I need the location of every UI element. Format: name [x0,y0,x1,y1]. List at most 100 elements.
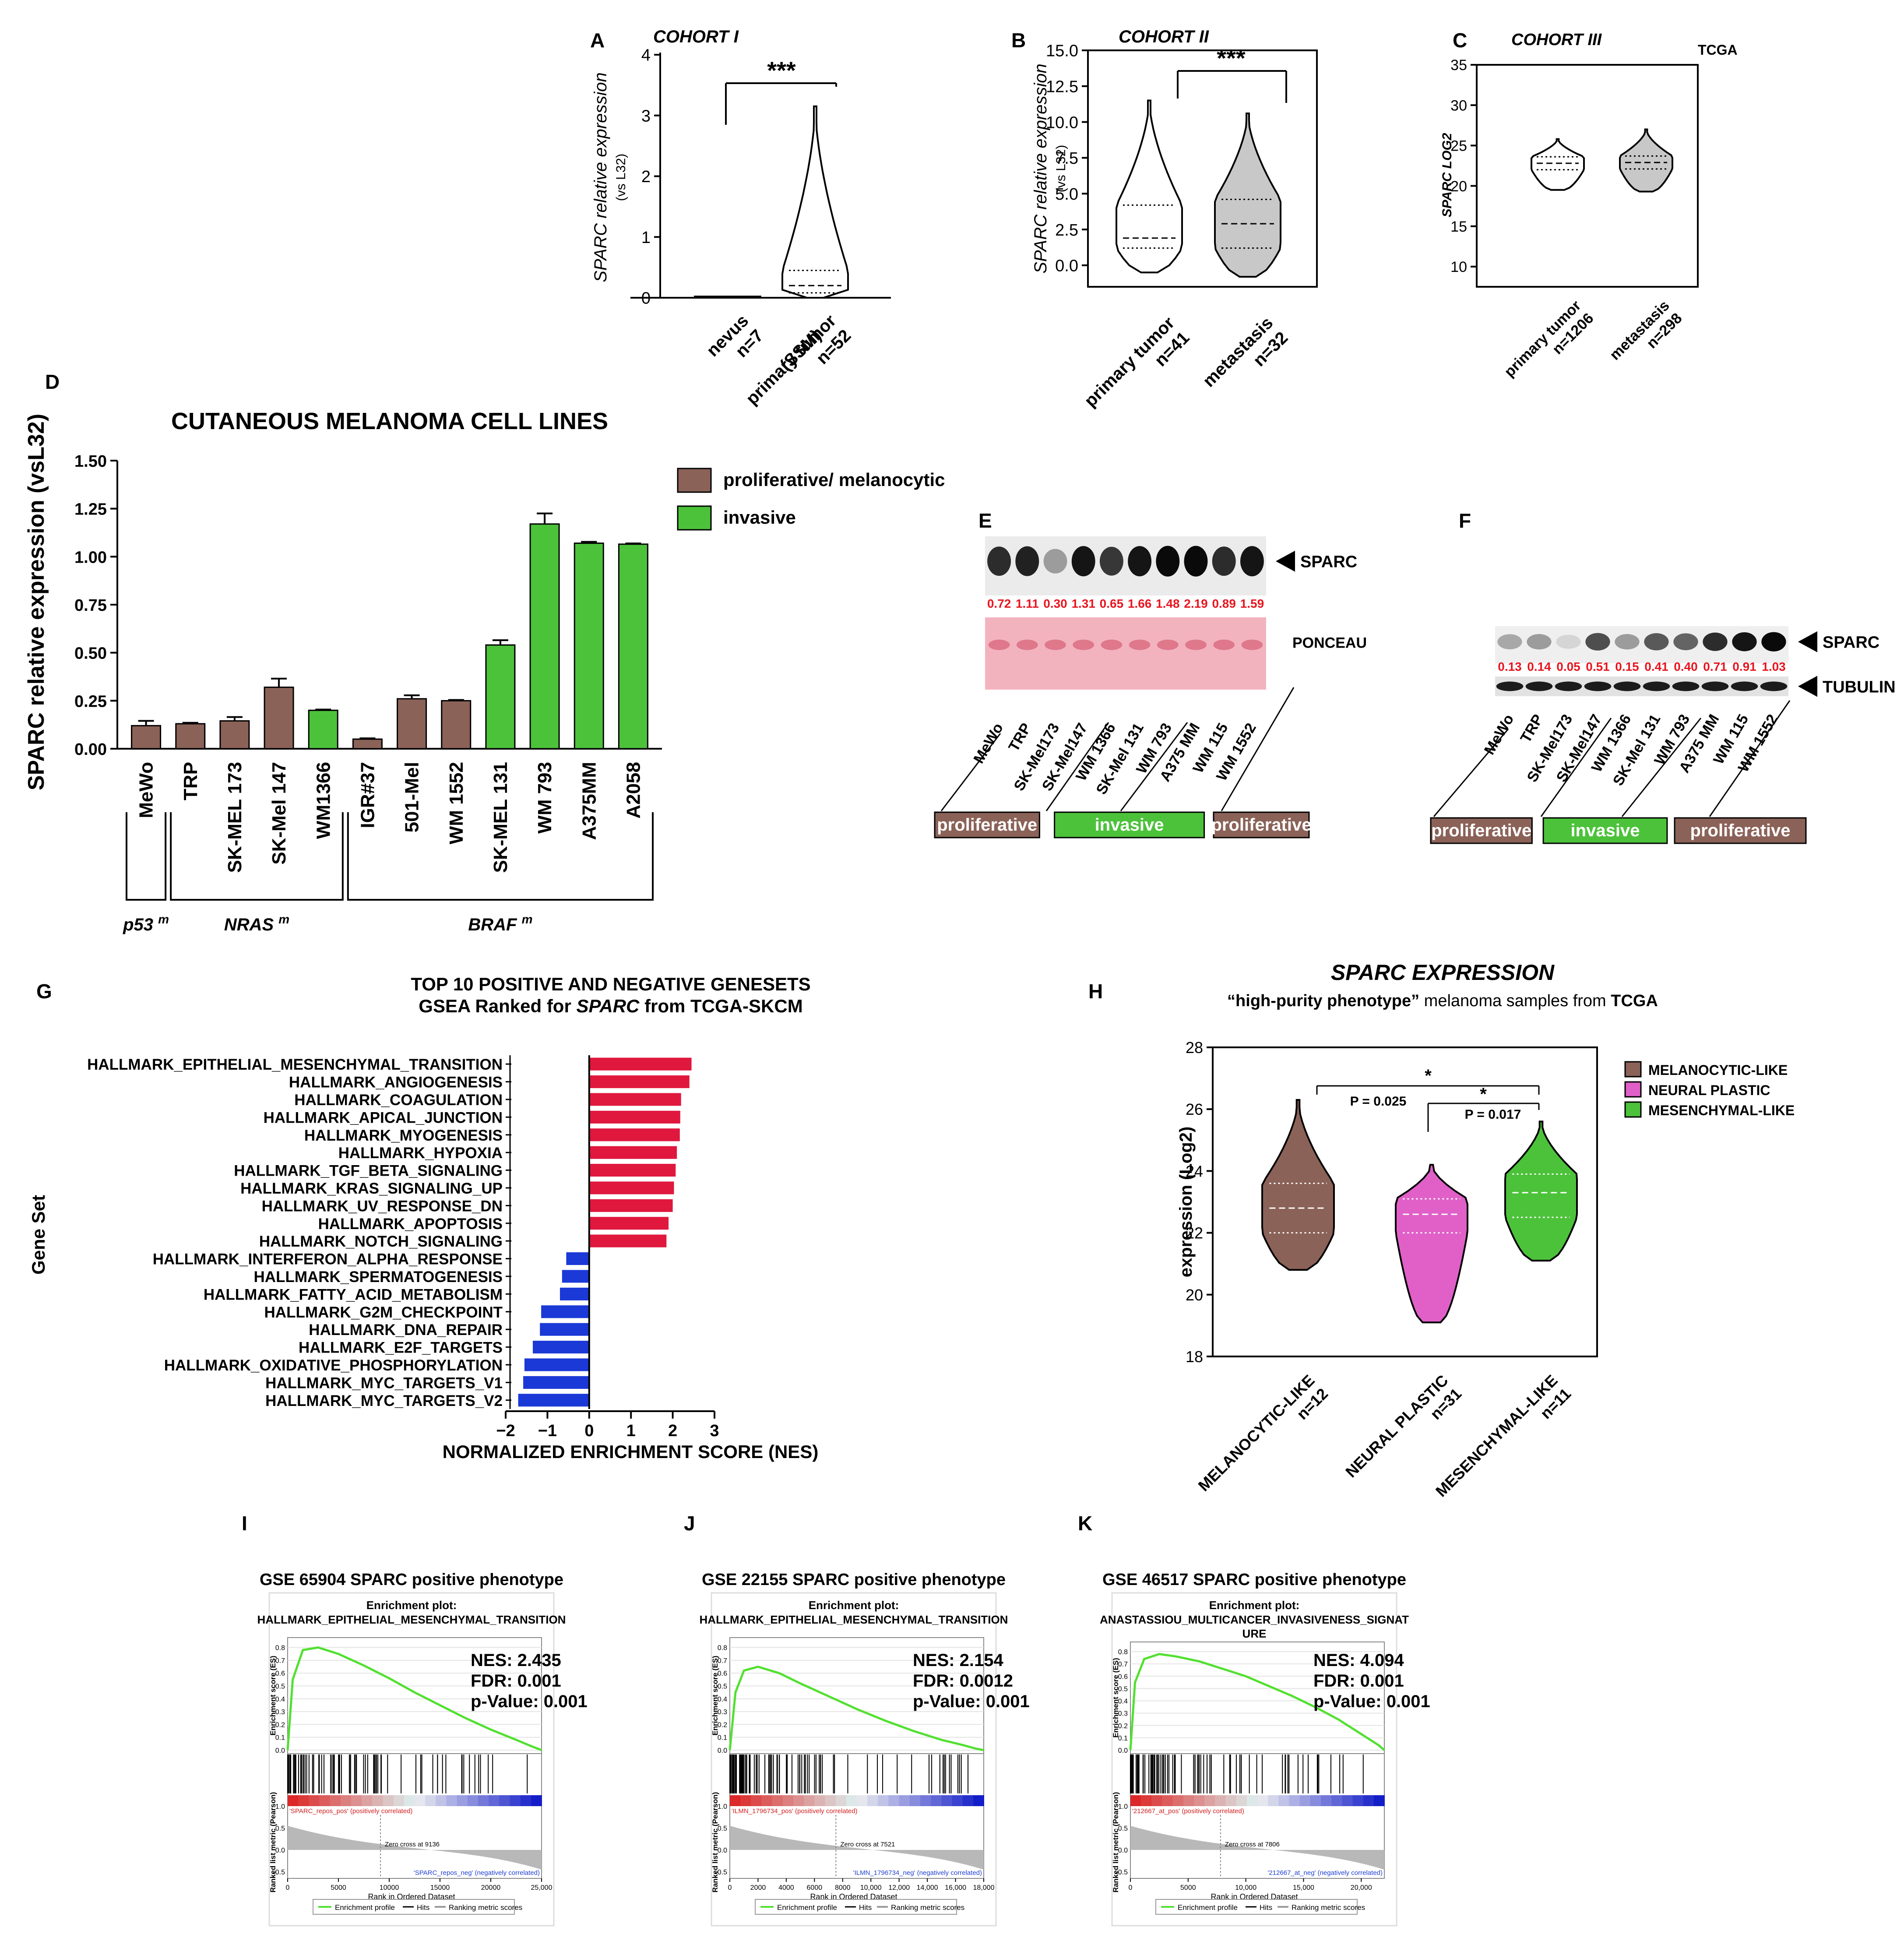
y-tick-label: 0.0 [275,1747,285,1754]
pos-label: '212667_at_pos' (positively correlated) [1132,1807,1244,1815]
y-tick-label: HALLMARK_OXIDATIVE_PHOSPHORYLATION [164,1357,503,1374]
nes-bar-12 [566,1252,589,1265]
bar-7 [397,698,427,750]
target-label: SPARC [1300,553,1357,571]
y-tick-label: 3 [641,107,651,125]
heat-segment [899,1795,910,1806]
group-box [1054,811,1205,838]
data-source-label: TCGA [1698,42,1738,58]
plot-subtitle: HALLMARK_EPITHELIAL_MESENCHYMAL_TRANSITI… [700,1613,1008,1626]
chart-k: GSE 46517 SPARC positive phenotype Enrich… [1100,1571,1430,1927]
y-axis-label-rank: Ranked list metric (Pearson) [711,1792,719,1893]
quant-label: 0.05 [1556,660,1580,673]
mutation-bracket [347,812,654,901]
blot-band [1015,546,1039,576]
quant-label: 1.31 [1071,597,1095,610]
legend-label: Enrichment profile [335,1903,395,1912]
ponceau-band [1129,639,1151,650]
nes-bar-17 [533,1341,589,1354]
legend-label: NEURAL PLASTIC [1648,1082,1770,1098]
heat-segment [319,1795,331,1806]
legend-label: Hits [859,1903,872,1912]
x-tick-label: 15,000 [1293,1884,1314,1892]
quant-label: 0.51 [1586,660,1610,673]
heat-segment [288,1795,299,1806]
panel-letter-c: C [1453,29,1467,52]
x-tick-label: WM 1552 [446,762,467,844]
y-tick-label: HALLMARK_FATTY_ACID_METABOLISM [204,1286,503,1303]
y-tick-label: 0.2 [275,1721,285,1729]
legend-label: Enrichment profile [777,1903,837,1912]
panel-letter-h: H [1088,980,1103,1003]
blot-band [1240,546,1264,577]
y-tick-label-rank: 1.0 [275,1803,285,1811]
heat-segment [404,1795,415,1806]
tubulin-band [1760,681,1788,691]
y-tick-label: 0.0 [718,1747,727,1754]
x-tick-label: 25,000 [531,1884,553,1892]
y-tick-label-rank: 0.0 [718,1847,727,1854]
heat-segment [825,1795,836,1806]
bar-12 [618,543,648,750]
quant-label: 1.66 [1128,597,1152,610]
quant-label: 0.71 [1703,660,1727,673]
heat-segment [782,1795,794,1806]
y-tick-label: 35 [1450,57,1467,74]
group-divider [1221,687,1295,811]
neg-label: 'ILMN_1796734_neg' (negatively correlate… [853,1869,982,1877]
y-tick-label: 1.25 [74,500,107,519]
legend-swatch [1624,1101,1642,1118]
y-tick-label: 15 [1450,218,1467,235]
blot-band [1043,549,1067,574]
heat-segment [372,1795,384,1806]
y-axis-label: Enrichment score (ES) [269,1656,277,1735]
heat-segment [1183,1795,1194,1806]
ponceau-band [1101,639,1123,650]
heat-segment [330,1795,341,1806]
chart-d: CUTANEOUS MELANOMA CELL LINES 0.00 0.25 0.5… [24,408,945,934]
plot-frame [1212,1046,1598,1357]
heat-segment [340,1795,352,1806]
heat-segment [351,1795,362,1806]
nes-bar-11 [589,1234,667,1247]
y-tick-label: HALLMARK_ANGIOGENESIS [289,1074,503,1091]
panel-letter-d: D [45,370,60,393]
quant-label: 0.13 [1498,660,1522,673]
bar-10 [529,523,560,750]
y-axis-label-sub: (vs L32) [614,154,628,201]
heat-segment [1130,1795,1142,1806]
nes-bar-13 [562,1270,589,1283]
x-tick-label: MELANOCYTIC-LIKE [1195,1371,1318,1495]
significance-marker: *** [1217,44,1246,72]
x-tick-label: 18,000 [973,1884,995,1892]
ponceau-band [1157,639,1179,650]
tubulin-band [1643,681,1670,691]
y-tick-label: 0.3 [275,1709,285,1716]
y-tick-label: HALLMARK_UV_RESPONSE_DN [262,1198,503,1215]
nes-label: NES: 2.154 [913,1651,1004,1670]
y-tick-label: 0.3 [718,1709,727,1716]
x-tick-label: 2000 [750,1884,766,1892]
legend-swatch [1624,1081,1642,1098]
blot-band [1527,634,1552,650]
nes-bar-4 [589,1110,680,1124]
nes-bar-14 [560,1287,589,1300]
y-tick-label: 0.75 [74,596,107,615]
legend-label: Hits [1260,1903,1272,1912]
violin-2 [1395,1164,1468,1324]
y-tick-label: 20 [1186,1286,1203,1304]
plot-frame [1476,64,1699,288]
y-tick-label-rank: -0.5 [715,1869,727,1876]
quant-label: 0.30 [1043,597,1067,610]
nes-bar-5 [589,1128,680,1141]
bar-3 [219,720,250,750]
tubulin-band [1584,681,1612,691]
heat-segment [730,1795,741,1806]
panel-letters: A B C D E F G H I J K [36,29,1471,1535]
mutation-label: NRAS m [224,912,289,934]
nes-bar-3 [589,1093,681,1106]
